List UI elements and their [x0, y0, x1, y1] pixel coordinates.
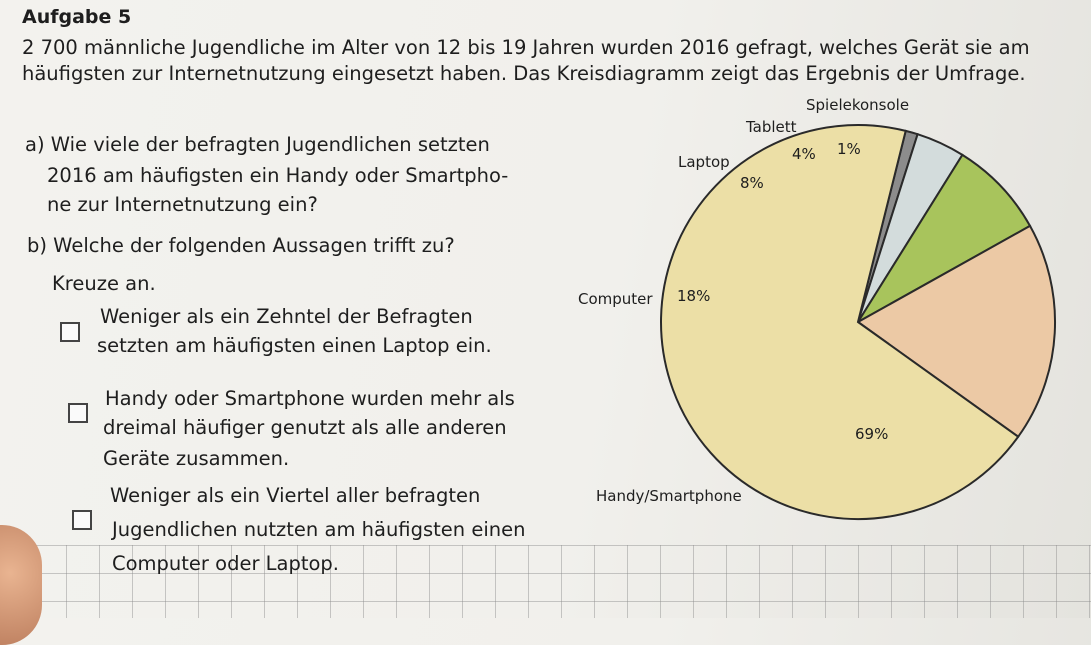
pct-label-spielekonsole: 1% [837, 140, 861, 158]
option-1-line-1: Weniger als ein Zehntel der Befragten [100, 305, 473, 328]
option-3-line-2: Jugendlichen nutzten am häufigsten einen [112, 518, 526, 541]
pie-slice-handy-smartphone [660, 124, 1020, 521]
intro-line-1: 2 700 männliche Jugendliche im Alter von… [22, 36, 1030, 59]
pie-slice-laptop [857, 153, 1032, 323]
legend-label-computer: Computer [578, 290, 653, 308]
option-2-line-1: Handy oder Smartphone wurden mehr als [105, 387, 515, 410]
pct-label-laptop: 8% [740, 174, 764, 192]
option-2-line-3: Geräte zusammen. [103, 447, 290, 470]
question-a-line-1: a) Wie viele der befragten Jugendlichen … [25, 133, 490, 156]
legend-label-tablett: Tablett [746, 118, 797, 136]
option-3-line-1: Weniger als ein Viertel aller befragten [110, 484, 481, 507]
option-3-line-3: Computer oder Laptop. [112, 552, 340, 575]
intro-line-2: häufigsten zur Internetnutzung eingesetz… [22, 62, 1026, 85]
pie-chart [660, 124, 1057, 521]
pct-label-handy-smartphone: 69% [855, 425, 889, 443]
pct-label-computer: 18% [677, 287, 711, 305]
pct-label-tablett: 4% [792, 145, 816, 163]
question-a-line-3: ne zur Internetnutzung ein? [47, 193, 318, 216]
task-title: Aufgabe 5 [22, 6, 132, 28]
question-a-line-2: 2016 am häufigsten ein Handy oder Smartp… [47, 164, 509, 187]
pie-slice-computer [856, 224, 1057, 439]
legend-label-spielekonsole: Spielekonsole [806, 96, 910, 114]
legend-label-handy-smartphone: Handy/Smartphone [596, 487, 742, 505]
option-2-checkbox[interactable] [68, 403, 88, 423]
finger-photo-edge [0, 525, 42, 645]
option-3-checkbox[interactable] [72, 510, 92, 530]
option-1-line-2: setzten am häufigsten einen Laptop ein. [97, 334, 492, 357]
question-b-line-1: b) Welche der folgenden Aussagen trifft … [27, 234, 455, 257]
option-2-line-2: dreimal häufiger genutzt als alle andere… [103, 416, 507, 439]
question-b-line-2: Kreuze an. [52, 272, 156, 295]
option-1-checkbox[interactable] [60, 322, 80, 342]
graph-paper-grid [0, 545, 1091, 618]
legend-label-laptop: Laptop [678, 153, 730, 171]
